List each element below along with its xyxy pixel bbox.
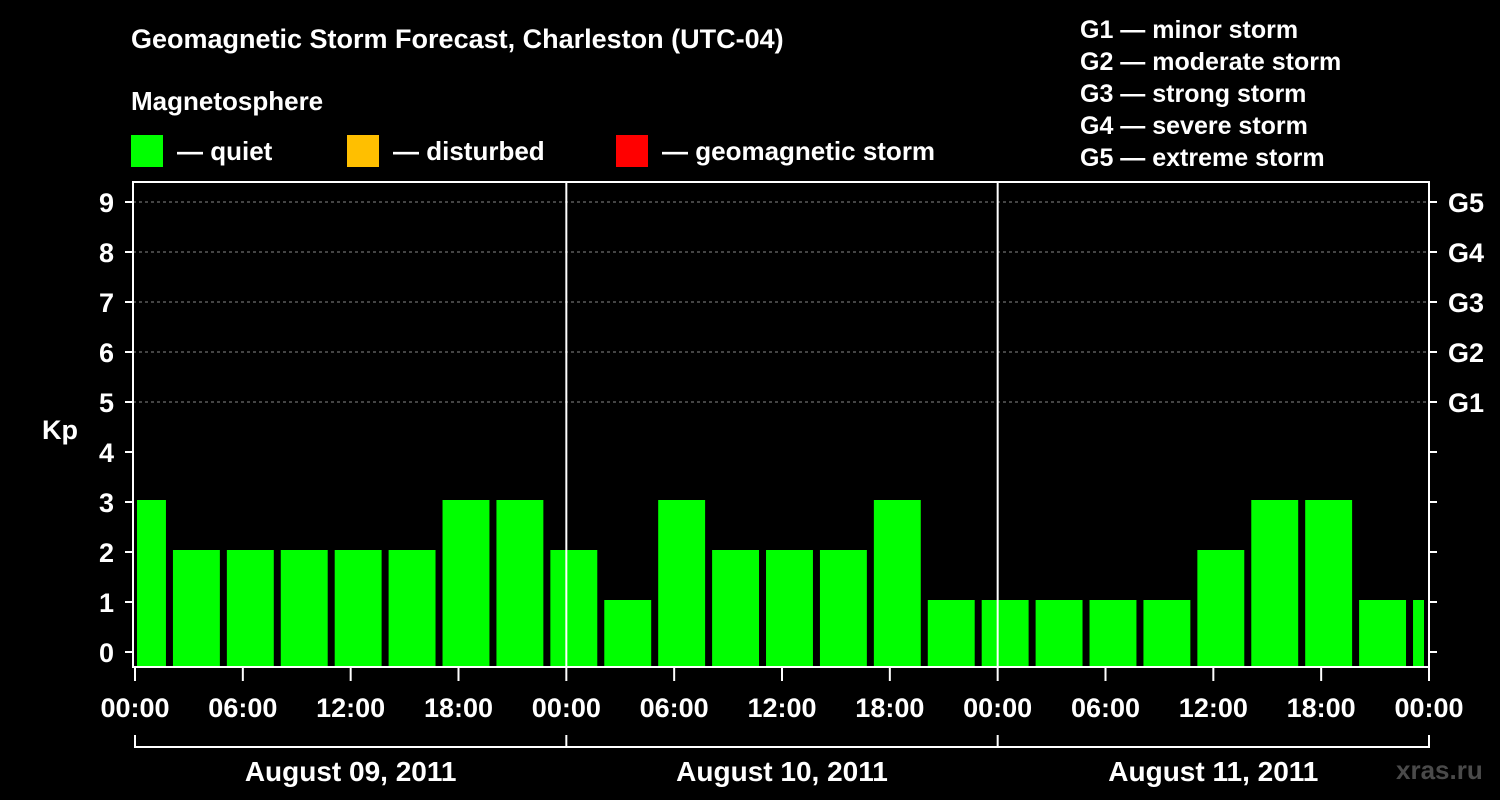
watermark: xras.ru <box>1396 755 1483 785</box>
legend-item-disturbed: — disturbed <box>347 134 545 168</box>
x-tick-label-4: 00:00 <box>532 693 601 723</box>
legend-item-quiet: — quiet <box>131 134 272 168</box>
kp-bar-9 <box>604 600 652 667</box>
x-tick-label-2: 12:00 <box>316 693 385 723</box>
g-scale-g2: G2 — moderate storm <box>1080 48 1342 76</box>
y-tick-label-3: 3 <box>99 488 114 518</box>
y-axis-label: Kp <box>42 415 78 445</box>
y-tick-label-2: 2 <box>99 538 114 568</box>
kp-bar-3 <box>280 550 328 667</box>
kp-bar-20 <box>1197 550 1245 667</box>
kp-bar-10 <box>658 500 706 667</box>
day-label-1: August 10, 2011 <box>676 756 888 787</box>
g-scale-g3: G3 — strong storm <box>1080 80 1307 108</box>
x-tick-label-0: 00:00 <box>100 693 169 723</box>
legend-label-disturbed: — disturbed <box>393 135 545 166</box>
kp-bar-18 <box>1089 600 1137 667</box>
kp-bar-12 <box>766 550 813 667</box>
kp-bar-14 <box>873 500 921 667</box>
kp-bar-13 <box>819 550 867 667</box>
legend-label-quiet: — quiet <box>177 135 273 166</box>
y-tick-label-0: 0 <box>99 638 114 668</box>
g-scale-g5: G5 — extreme storm <box>1080 144 1325 172</box>
x-tick-label-10: 12:00 <box>1179 693 1248 723</box>
legend-swatch-disturbed <box>347 135 379 167</box>
legend-title: Magnetosphere <box>131 86 324 116</box>
x-tick-label-6: 12:00 <box>747 693 816 723</box>
y-tick-label-1: 1 <box>99 588 114 618</box>
y-tick-label-7: 7 <box>99 288 114 318</box>
kp-bar-4 <box>334 550 382 667</box>
y-tick-label-5: 5 <box>99 388 114 418</box>
day-label-2: August 11, 2011 <box>1108 756 1318 787</box>
axes <box>125 181 1437 748</box>
legend-swatch-quiet <box>131 135 163 167</box>
chart-title: Geomagnetic Storm Forecast, Charleston (… <box>131 24 784 54</box>
y-tick-label-8: 8 <box>99 238 114 268</box>
x-tick-label-9: 06:00 <box>1071 693 1140 723</box>
kp-bar-19 <box>1143 600 1191 667</box>
kp-bar-1 <box>172 550 220 667</box>
kp-bar-5 <box>388 550 436 667</box>
kp-bar-23 <box>1359 600 1407 667</box>
g-scale-g1: G1 — minor storm <box>1080 16 1299 44</box>
y-tick-label-6: 6 <box>99 338 114 368</box>
x-tick-label-12: 00:00 <box>1394 693 1463 723</box>
kp-bar-6 <box>442 500 490 667</box>
x-tick-label-8: 00:00 <box>963 693 1032 723</box>
legend-item-geomagnetic-storm: — geomagnetic storm <box>616 134 935 168</box>
y-tick-label-9: 9 <box>99 188 114 218</box>
kp-bar-2 <box>226 550 274 667</box>
g-label-g2: G2 <box>1448 338 1484 368</box>
x-tick-label-3: 18:00 <box>424 693 493 723</box>
g-label-g3: G3 <box>1448 288 1484 318</box>
x-tick-label-5: 06:00 <box>640 693 709 723</box>
x-tick-label-1: 06:00 <box>208 693 277 723</box>
kp-bar-21 <box>1251 500 1299 667</box>
kp-bar-17 <box>1035 600 1083 667</box>
legend-label-geomagnetic-storm: — geomagnetic storm <box>662 135 936 166</box>
kp-bar-7 <box>496 500 544 667</box>
g-label-g1: G1 <box>1448 388 1484 418</box>
bar-series <box>137 500 1424 667</box>
x-tick-label-7: 18:00 <box>855 693 924 723</box>
x-tick-label-11: 18:00 <box>1287 693 1356 723</box>
kp-bar-8 <box>550 550 598 667</box>
day-label-0: August 09, 2011 <box>245 756 457 787</box>
g-label-g4: G4 <box>1448 238 1484 268</box>
kp-bar-0 <box>137 500 166 667</box>
kp-bar-24 <box>1413 600 1424 667</box>
axis-labels: 0 1 2 3 4 5 6 7 8 9 G1 G2 G3 G4 G5 Kp 00:00 06:00 12:00 18:… <box>42 188 1484 787</box>
g-label-g5: G5 <box>1448 188 1484 218</box>
grid-lines <box>133 201 1429 403</box>
kp-bar-22 <box>1305 500 1353 667</box>
kp-bar-16 <box>981 600 1029 667</box>
legend-swatch-geomagnetic-storm <box>616 135 648 167</box>
g-scale-legend: G1 — minor storm G2 — moderate storm G3 … <box>1080 14 1341 174</box>
kp-bar-11 <box>712 550 760 667</box>
y-tick-label-4: 4 <box>99 438 114 468</box>
g-scale-g4: G4 — severe storm <box>1080 112 1308 140</box>
kp-bar-15 <box>927 600 975 667</box>
